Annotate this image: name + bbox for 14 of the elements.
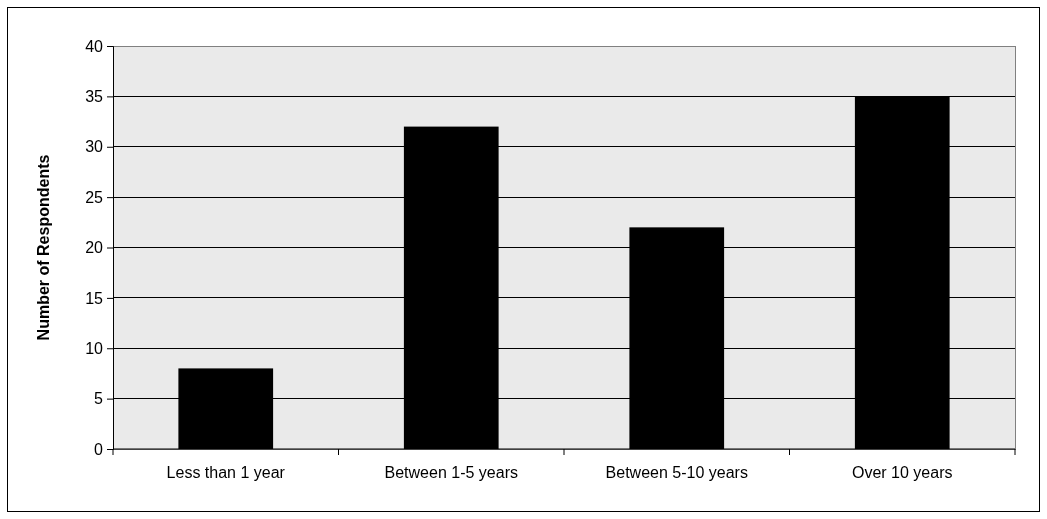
y-tick-label: 35 [85, 87, 104, 105]
x-tick-label: Less than 1 year [166, 464, 286, 481]
x-tick-label: Over 10 years [852, 464, 953, 481]
y-tick-label: 25 [85, 188, 104, 206]
y-tick-label: 15 [85, 289, 104, 307]
y-tick-label: 5 [94, 390, 104, 408]
y-axis-title: Number of Respondents [35, 154, 52, 341]
y-tick-label: 30 [85, 138, 104, 156]
x-tick-label: Between 1-5 years [384, 464, 518, 481]
y-tick-label: 0 [94, 440, 104, 458]
y-tick-label: 10 [85, 339, 104, 357]
y-tick-label: 20 [85, 239, 104, 257]
x-tick-label: Between 5-10 years [605, 464, 748, 481]
y-tick-label: 40 [85, 37, 104, 55]
